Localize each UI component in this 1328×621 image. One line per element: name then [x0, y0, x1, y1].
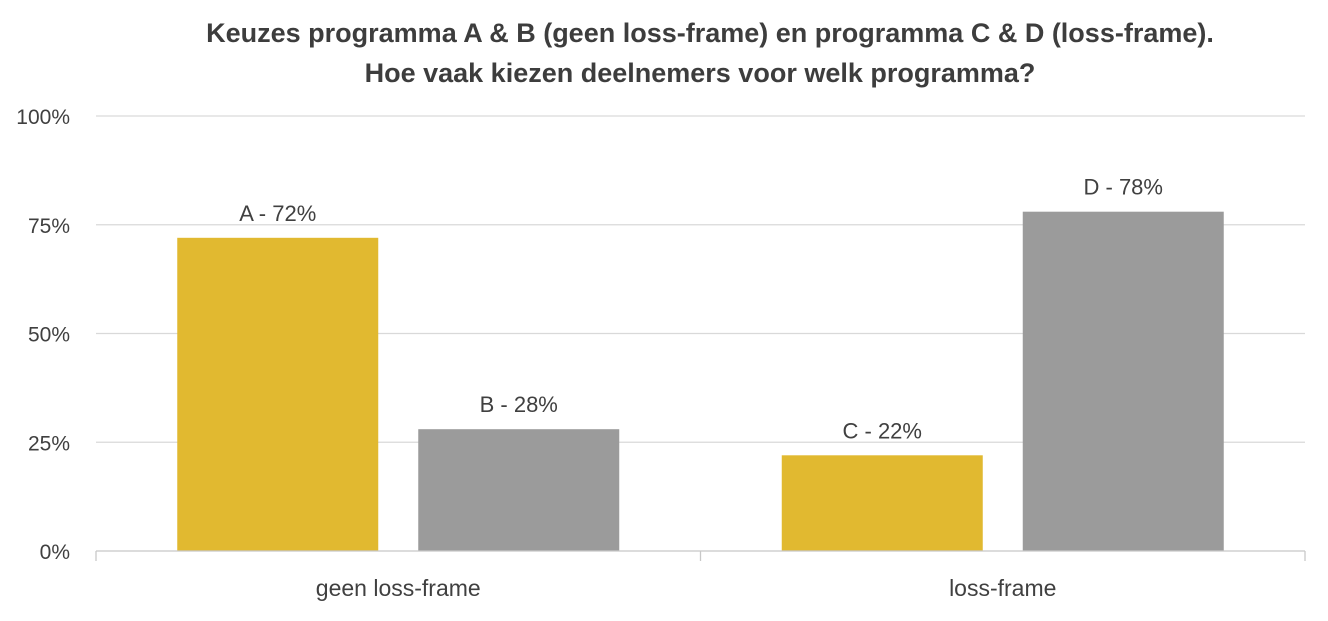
x-axis: [95, 550, 1306, 561]
y-tick-label: 100%: [16, 106, 70, 129]
chart-title-line-2: Hoe vaak kiezen deelnemers voor welk pro…: [365, 58, 1036, 88]
bars: [177, 211, 1224, 552]
y-tick-label: 0%: [40, 541, 70, 564]
bar-data-label: D - 78%: [1084, 175, 1163, 200]
data-labels: A - 72% B - 28% C - 22% D - 78%: [239, 175, 1163, 444]
bar: [177, 237, 379, 552]
y-tick-label: 75%: [28, 215, 70, 238]
y-tick-label: 50%: [28, 324, 70, 347]
x-category-label: geen loss-frame: [316, 575, 481, 601]
bar: [418, 429, 620, 551]
bar: [781, 455, 983, 551]
bar-data-label: C - 22%: [843, 418, 922, 443]
bar: [1022, 211, 1224, 551]
y-tick-label: 25%: [28, 432, 70, 455]
y-axis-tick-labels: 0% 25% 50% 75% 100%: [16, 106, 70, 564]
bar-data-label: A - 72%: [239, 201, 316, 226]
bar-data-label: B - 28%: [480, 392, 558, 417]
chart-title-line-1: Keuzes programma A & B (geen loss-frame)…: [206, 18, 1214, 48]
x-axis-category-labels: geen loss-frame loss-frame: [316, 575, 1057, 601]
x-category-label: loss-frame: [949, 575, 1056, 601]
